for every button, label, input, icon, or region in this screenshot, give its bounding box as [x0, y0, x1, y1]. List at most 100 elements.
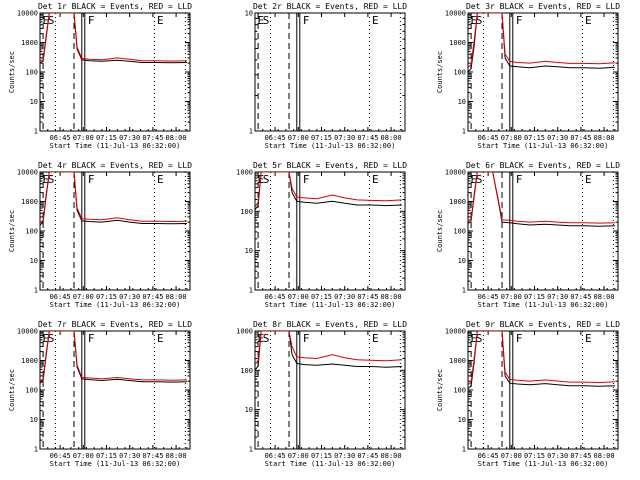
- chart-title: Det 4r BLACK = Events, RED = LLD: [38, 161, 192, 170]
- x-tick-label: 07:00: [288, 134, 309, 142]
- event-marker-e: E: [585, 332, 592, 345]
- x-axis-label: Start Time (11-Jul-13 06:32:00): [265, 301, 396, 309]
- x-tick-label: 07:00: [501, 134, 522, 142]
- y-tick-label: 100: [240, 208, 253, 216]
- event-marker-e: E: [471, 173, 478, 186]
- series-lld-line: [40, 331, 187, 382]
- event-marker-f: F: [516, 332, 523, 345]
- event-marker-s: S: [476, 332, 483, 345]
- y-tick-label: 10000: [17, 10, 38, 18]
- event-marker-s: S: [48, 14, 55, 27]
- x-tick-label: 08:00: [166, 452, 187, 460]
- chart-title: Det 5r BLACK = Events, RED = LLD: [253, 161, 407, 170]
- chart-title: Det 8r BLACK = Events, RED = LLD: [253, 320, 407, 329]
- series-lld-line: [40, 13, 187, 62]
- x-tick-label: 06:45: [50, 452, 71, 460]
- x-tick-label: 07:45: [357, 134, 378, 142]
- y-tick-label: 1000: [449, 39, 466, 47]
- event-marker-s: S: [263, 332, 270, 345]
- plot-frame: [39, 12, 191, 132]
- x-tick-label: 06:45: [478, 452, 499, 460]
- event-marker-e: E: [372, 173, 379, 186]
- event-marker-s: S: [476, 173, 483, 186]
- chart-title: Det 7r BLACK = Events, RED = LLD: [38, 320, 192, 329]
- x-tick-label: 08:00: [166, 293, 187, 301]
- x-tick-label: 07:15: [96, 293, 117, 301]
- event-marker-e: E: [157, 173, 164, 186]
- x-tick-label: 07:45: [142, 452, 163, 460]
- plot-frame: [39, 330, 191, 450]
- y-tick-label: 10: [245, 406, 253, 414]
- x-axis-label: Start Time (11-Jul-13 06:32:00): [265, 460, 396, 468]
- x-tick-label: 07:00: [73, 134, 94, 142]
- x-tick-label: 07:30: [334, 293, 355, 301]
- plot-frame: [39, 171, 191, 291]
- y-axis-label: Counts/sec: [8, 210, 16, 252]
- y-tick-label: 10: [458, 98, 466, 106]
- y-tick-label: 1: [462, 446, 466, 454]
- series-events-line: [468, 172, 615, 227]
- x-tick-label: 08:00: [381, 293, 402, 301]
- event-marker-e: E: [43, 332, 50, 345]
- y-tick-label: 1: [34, 446, 38, 454]
- event-marker-e: E: [471, 332, 478, 345]
- event-marker-s: S: [476, 14, 483, 27]
- series-events-line: [40, 13, 187, 64]
- x-tick-label: 07:15: [96, 134, 117, 142]
- x-tick-label: 07:30: [334, 452, 355, 460]
- x-tick-label: 06:45: [265, 452, 286, 460]
- x-axis-label: Start Time (11-Jul-13 06:32:00): [478, 301, 609, 309]
- event-marker-s: S: [263, 173, 270, 186]
- x-tick-label: 07:15: [524, 293, 545, 301]
- event-marker-e: E: [258, 14, 265, 27]
- event-marker-s: S: [48, 332, 55, 345]
- x-tick-label: 06:45: [265, 293, 286, 301]
- x-axis-label: Start Time (11-Jul-13 06:32:00): [478, 142, 609, 150]
- event-marker-e: E: [585, 173, 592, 186]
- y-tick-label: 100: [453, 69, 466, 77]
- y-tick-label: 1: [462, 287, 466, 295]
- x-tick-label: 06:45: [50, 293, 71, 301]
- event-marker-e: E: [43, 14, 50, 27]
- x-tick-label: 08:00: [594, 452, 615, 460]
- y-tick-label: 100: [25, 69, 38, 77]
- x-tick-label: 07:45: [357, 293, 378, 301]
- x-tick-label: 06:45: [50, 134, 71, 142]
- x-tick-label: 07:45: [570, 134, 591, 142]
- event-marker-e: E: [372, 332, 379, 345]
- series-lld-line: [468, 13, 615, 69]
- x-tick-label: 07:45: [570, 293, 591, 301]
- y-axis-label: Counts/sec: [436, 369, 444, 411]
- x-tick-label: 07:15: [524, 134, 545, 142]
- event-marker-e: E: [585, 14, 592, 27]
- x-axis-label: Start Time (11-Jul-13 06:32:00): [50, 142, 181, 150]
- x-tick-label: 07:30: [547, 134, 568, 142]
- event-marker-f: F: [516, 14, 523, 27]
- x-tick-label: 06:45: [265, 134, 286, 142]
- x-tick-label: 08:00: [594, 293, 615, 301]
- series-events-line: [40, 331, 187, 384]
- x-tick-label: 07:00: [288, 293, 309, 301]
- y-tick-label: 1: [249, 446, 253, 454]
- x-axis-label: Start Time (11-Jul-13 06:32:00): [265, 142, 396, 150]
- y-tick-label: 10000: [445, 10, 466, 18]
- event-marker-f: F: [88, 14, 95, 27]
- chart-title: Det 9r BLACK = Events, RED = LLD: [466, 320, 620, 329]
- x-tick-label: 07:15: [96, 452, 117, 460]
- y-tick-label: 1000: [21, 39, 38, 47]
- y-tick-label: 1000: [236, 169, 253, 177]
- x-tick-label: 07:00: [73, 452, 94, 460]
- event-marker-s: S: [48, 173, 55, 186]
- event-marker-e: E: [157, 14, 164, 27]
- y-tick-label: 100: [453, 387, 466, 395]
- y-tick-label: 1000: [21, 357, 38, 365]
- event-marker-f: F: [88, 173, 95, 186]
- chart-title: Det 3r BLACK = Events, RED = LLD: [466, 2, 620, 11]
- x-tick-label: 08:00: [166, 134, 187, 142]
- plot-frame: [467, 12, 619, 132]
- chart-title: Det 6r BLACK = Events, RED = LLD: [466, 161, 620, 170]
- x-axis-label: Start Time (11-Jul-13 06:32:00): [50, 301, 181, 309]
- x-tick-label: 07:30: [119, 293, 140, 301]
- x-tick-label: 07:45: [570, 452, 591, 460]
